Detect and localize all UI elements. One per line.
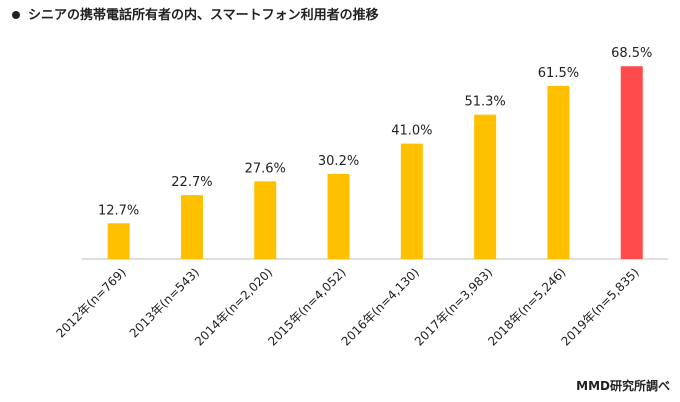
chart-title: シニアの携帯電話所有者の内、スマートフォン利用者の推移 [8,4,379,23]
x-tick-label-5: 2016年(n=4,130) [339,265,422,348]
data-label-3: 27.6% [245,161,286,176]
data-label-2: 22.7% [171,175,212,190]
data-label-6: 51.3% [464,95,505,110]
bar-3 [254,181,277,259]
bar-5 [400,143,423,259]
x-tick-label-4: 2015年(n=4,052) [265,265,348,348]
bar-8 [620,66,643,259]
source-note: MMD研究所調べ [576,379,670,393]
chart-title-text: シニアの携帯電話所有者の内、スマートフォン利用者の推移 [28,8,379,23]
x-tick-label-2: 2013年(n=543) [127,265,202,340]
bar-4 [327,174,350,259]
data-label-1: 12.7% [98,203,139,218]
x-tick-label-1: 2012年(n=769) [53,265,128,340]
data-label-7: 61.5% [538,66,579,81]
bar-6 [474,114,497,260]
data-label-8: 68.5% [611,46,652,61]
bar-7 [547,85,570,260]
bar-1 [107,223,130,259]
bar-2 [180,195,203,259]
x-tick-label-3: 2014年(n=2,020) [192,265,275,348]
x-tick-label-7: 2018年(n=5,246) [485,265,568,348]
data-label-5: 41.0% [391,124,432,139]
x-tick-label-6: 2017年(n=3,983) [412,265,495,348]
x-tick-label-8: 2019年(n=5,835) [558,265,641,348]
data-label-4: 30.2% [318,154,359,169]
bullet-icon [12,11,20,19]
